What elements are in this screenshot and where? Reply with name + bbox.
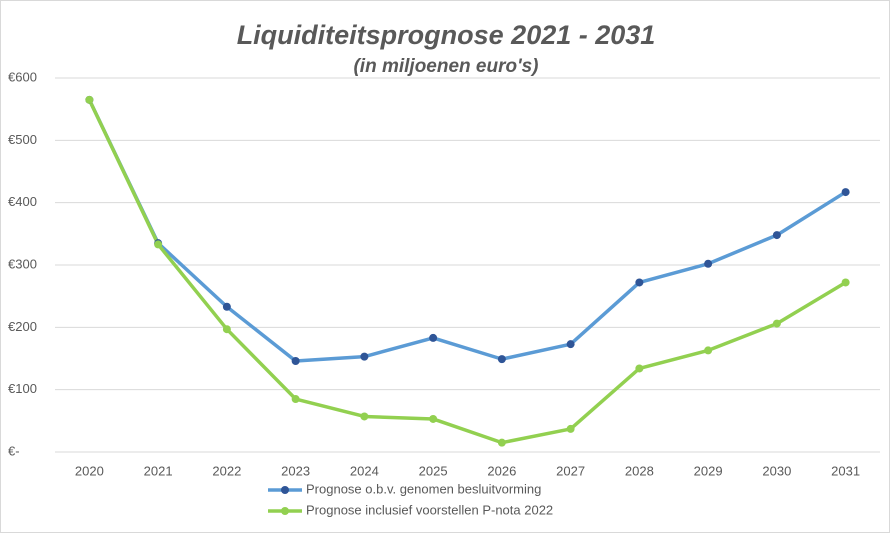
data-point bbox=[635, 364, 644, 373]
series-line bbox=[87, 99, 847, 363]
x-tick-label: 2029 bbox=[694, 463, 723, 478]
data-point bbox=[85, 95, 94, 104]
x-tick-label: 2022 bbox=[212, 463, 241, 478]
chart-title: Liquiditeitsprognose 2021 - 2031 bbox=[237, 20, 656, 50]
data-point bbox=[497, 438, 506, 447]
y-tick-label: €500 bbox=[8, 132, 37, 147]
data-point bbox=[429, 333, 438, 342]
y-tick-label: €300 bbox=[8, 256, 37, 271]
legend-marker bbox=[281, 486, 289, 494]
data-point bbox=[222, 302, 231, 311]
data-point bbox=[291, 356, 300, 365]
data-point bbox=[841, 278, 850, 287]
data-point bbox=[360, 352, 369, 361]
legend-label: Prognose inclusief voorstellen P-nota 20… bbox=[306, 502, 553, 517]
data-point bbox=[429, 414, 438, 423]
legend-label: Prognose o.b.v. genomen besluitvorming bbox=[306, 481, 541, 496]
chart-subtitle: (in miljoenen euro's) bbox=[353, 56, 538, 77]
x-tick-label: 2020 bbox=[75, 463, 104, 478]
data-point bbox=[635, 278, 644, 287]
data-point bbox=[704, 259, 713, 268]
data-point bbox=[497, 355, 506, 364]
data-point bbox=[154, 240, 163, 249]
data-point bbox=[704, 346, 713, 355]
x-tick-label: 2030 bbox=[762, 463, 791, 478]
y-tick-label: €- bbox=[8, 443, 20, 458]
data-point bbox=[360, 412, 369, 421]
series-line bbox=[87, 99, 847, 445]
x-tick-label: 2027 bbox=[556, 463, 585, 478]
x-tick-label: 2024 bbox=[350, 463, 379, 478]
x-tick-label: 2028 bbox=[625, 463, 654, 478]
x-tick-label: 2031 bbox=[831, 463, 860, 478]
x-tick-label: 2023 bbox=[281, 463, 310, 478]
data-point bbox=[222, 325, 231, 334]
x-tick-label: 2025 bbox=[419, 463, 448, 478]
data-point bbox=[291, 395, 300, 404]
data-point bbox=[566, 424, 575, 433]
x-tick-label: 2021 bbox=[144, 463, 173, 478]
x-tick-label: 2026 bbox=[487, 463, 516, 478]
data-point bbox=[772, 319, 781, 328]
data-point bbox=[772, 231, 781, 240]
data-point bbox=[566, 340, 575, 349]
legend-marker bbox=[281, 507, 289, 515]
y-tick-label: €100 bbox=[8, 381, 37, 396]
y-tick-label: €200 bbox=[8, 319, 37, 334]
y-tick-label: €600 bbox=[8, 69, 37, 84]
y-tick-label: €400 bbox=[8, 194, 37, 209]
data-point bbox=[841, 188, 850, 197]
